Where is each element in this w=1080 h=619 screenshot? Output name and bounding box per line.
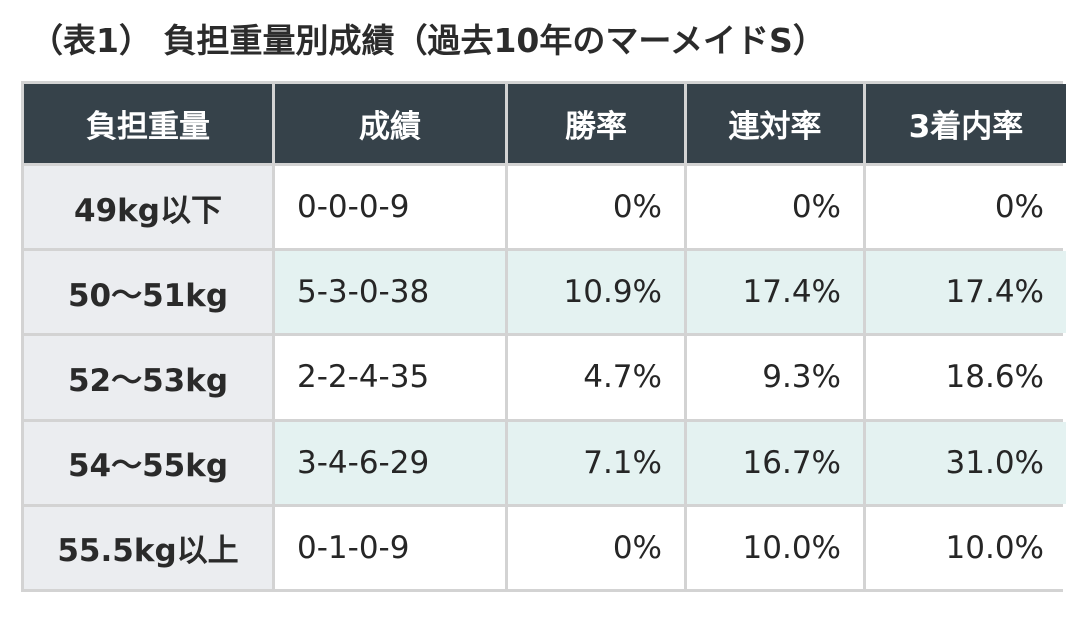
top2-rate-cell: 10.0% <box>687 506 863 589</box>
results-table: 負担重量 成績 勝率 連対率 3着内率 49kg以下 0-0-0-9 0% 0%… <box>21 81 1069 592</box>
table-title: （表1） 負担重量別成績（過去10年のマーメイドS） <box>30 21 826 60</box>
record-cell: 2-2-4-35 <box>275 336 505 419</box>
weight-cell: 50〜51kg <box>24 251 272 334</box>
header-win-rate: 勝率 <box>508 84 684 163</box>
top2-rate-cell: 0% <box>687 166 863 249</box>
record-cell: 0-1-0-9 <box>275 506 505 589</box>
weight-cell: 49kg以下 <box>24 166 272 249</box>
top2-rate-cell: 17.4% <box>687 251 863 334</box>
weight-cell: 55.5kg以上 <box>24 506 272 589</box>
win-rate-cell: 0% <box>508 506 684 589</box>
table-row: 55.5kg以上 0-1-0-9 0% 10.0% 10.0% <box>24 506 1066 589</box>
win-rate-cell: 10.9% <box>508 251 684 334</box>
table-row: 50〜51kg 5-3-0-38 10.9% 17.4% 17.4% <box>24 251 1066 334</box>
win-rate-cell: 4.7% <box>508 336 684 419</box>
top3-rate-cell: 10.0% <box>866 506 1066 589</box>
top3-rate-cell: 0% <box>866 166 1066 249</box>
weight-cell: 52〜53kg <box>24 336 272 419</box>
top3-rate-cell: 31.0% <box>866 421 1066 504</box>
weight-cell: 54〜55kg <box>24 421 272 504</box>
record-cell: 3-4-6-29 <box>275 421 505 504</box>
win-rate-cell: 7.1% <box>508 421 684 504</box>
table-row: 52〜53kg 2-2-4-35 4.7% 9.3% 18.6% <box>24 336 1066 419</box>
record-cell: 0-0-0-9 <box>275 166 505 249</box>
header-record: 成績 <box>275 84 505 163</box>
win-rate-cell: 0% <box>508 166 684 249</box>
record-cell: 5-3-0-38 <box>275 251 505 334</box>
top3-rate-cell: 18.6% <box>866 336 1066 419</box>
header-row: 負担重量 成績 勝率 連対率 3着内率 <box>24 84 1066 163</box>
header-top2-rate: 連対率 <box>687 84 863 163</box>
header-top3-rate: 3着内率 <box>866 84 1066 163</box>
table-row: 49kg以下 0-0-0-9 0% 0% 0% <box>24 166 1066 249</box>
top2-rate-cell: 16.7% <box>687 421 863 504</box>
top2-rate-cell: 9.3% <box>687 336 863 419</box>
top3-rate-cell: 17.4% <box>866 251 1066 334</box>
table-row: 54〜55kg 3-4-6-29 7.1% 16.7% 31.0% <box>24 421 1066 504</box>
header-weight: 負担重量 <box>24 84 272 163</box>
results-table-frame: 負担重量 成績 勝率 連対率 3着内率 49kg以下 0-0-0-9 0% 0%… <box>21 81 1066 592</box>
